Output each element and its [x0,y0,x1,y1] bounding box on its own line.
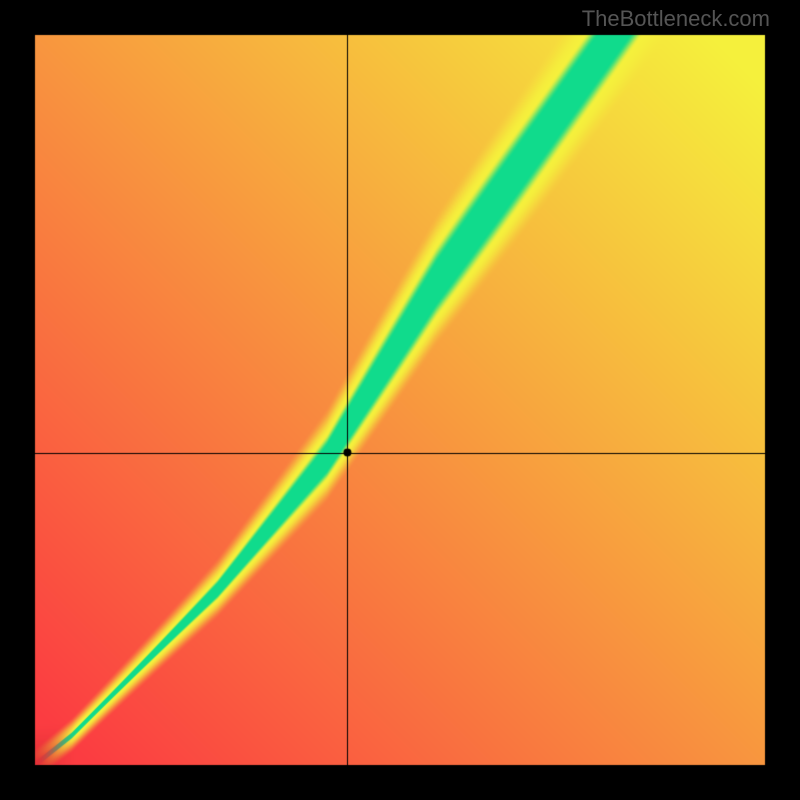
watermark-text: TheBottleneck.com [582,6,770,32]
chart-container: TheBottleneck.com [0,0,800,800]
heatmap-canvas [0,0,800,800]
